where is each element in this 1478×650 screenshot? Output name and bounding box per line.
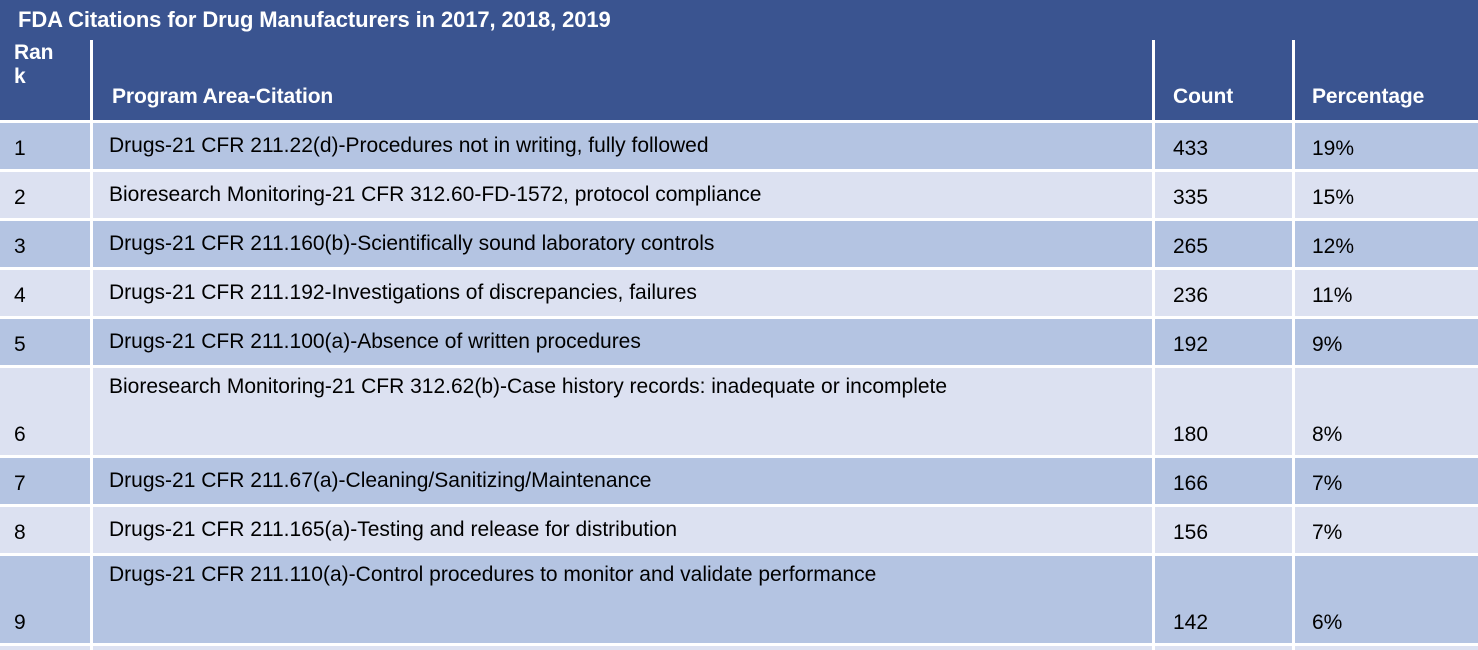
cell-rank: 10 xyxy=(0,646,90,650)
table-row[interactable]: 7 Drugs-21 CFR 211.67(a)-Cleaning/Sanitiz… xyxy=(0,458,1478,504)
cell-citation: Drugs-21 CFR 211.22(d)-Procedures not in… xyxy=(93,123,1152,169)
cell-rank: 7 xyxy=(0,458,90,504)
cell-rank: 6 xyxy=(0,368,90,455)
cell-citation-text: Drugs-21 CFR 211.165(a)-Testing and rele… xyxy=(109,517,678,541)
table-row[interactable]: 2 Bioresearch Monitoring-21 CFR 312.60-FD… xyxy=(0,172,1478,218)
column-header-count-label: Count xyxy=(1173,85,1234,108)
cell-count: 142 xyxy=(1155,556,1292,643)
table-row[interactable]: 10Drugs-21 CFR 211.67(b)-Written procedu… xyxy=(0,646,1478,650)
cell-percentage: 6% xyxy=(1295,556,1478,643)
cell-rank: 1 xyxy=(0,123,90,169)
table-row[interactable]: 6 Bioresearch Monitoring-21 CFR 312.62(b)… xyxy=(0,368,1478,455)
cell-citation: Bioresearch Monitoring-21 CFR 312.60-FD-… xyxy=(93,172,1152,218)
cell-percentage: 9% xyxy=(1295,319,1478,365)
cell-percentage: 19% xyxy=(1295,123,1478,169)
cell-count: 265 xyxy=(1155,221,1292,267)
cell-percentage: 7% xyxy=(1295,458,1478,504)
cell-citation: Drugs-21 CFR 211.192-Investigations of d… xyxy=(93,270,1152,316)
table-header: FDA Citations for Drug Manufacturers in … xyxy=(0,0,1478,120)
cell-citation: Drugs-21 CFR 211.160(b)-Scientifically s… xyxy=(93,221,1152,267)
cell-count: 141 xyxy=(1155,646,1292,650)
page-title: FDA Citations for Drug Manufacturers in … xyxy=(18,7,611,32)
column-header-percentage-label: Percentage xyxy=(1312,85,1425,108)
table-row[interactable]: 5 Drugs-21 CFR 211.100(a)-Absence of writ… xyxy=(0,319,1478,365)
cell-rank: 3 xyxy=(0,221,90,267)
column-header-rank[interactable]: Rank xyxy=(0,40,90,120)
cell-count: 433 xyxy=(1155,123,1292,169)
cell-citation-text: Drugs-21 CFR 211.100(a)-Absence of writt… xyxy=(109,329,641,353)
cell-citation-text: Bioresearch Monitoring-21 CFR 312.60-FD-… xyxy=(109,182,762,206)
cell-rank: 9 xyxy=(0,556,90,643)
cell-percentage: 7% xyxy=(1295,507,1478,553)
cell-percentage: 15% xyxy=(1295,172,1478,218)
table-row[interactable]: 4 Drugs-21 CFR 211.192-Investigations of … xyxy=(0,270,1478,316)
table-row[interactable]: 3 Drugs-21 CFR 211.160(b)-Scientifically … xyxy=(0,221,1478,267)
table-row[interactable]: 9 Drugs-21 CFR 211.110(a)-Control procedu… xyxy=(0,556,1478,643)
column-header-row: Rank Program Area-Citation Count Percent… xyxy=(0,40,1478,120)
cell-percentage: 11% xyxy=(1295,270,1478,316)
cell-citation-text: Drugs-21 CFR 211.192-Investigations of d… xyxy=(109,280,697,304)
cell-citation: Drugs-21 CFR 211.100(a)-Absence of writt… xyxy=(93,319,1152,365)
table-row[interactable]: 1 Drugs-21 CFR 211.22(d)-Procedures not i… xyxy=(0,123,1478,169)
cell-rank: 8 xyxy=(0,507,90,553)
cell-citation-text: Bioresearch Monitoring-21 CFR 312.62(b)-… xyxy=(109,375,948,398)
cell-citation: Drugs-21 CFR 211.110(a)-Control procedur… xyxy=(93,556,1152,643)
cell-rank: 4 xyxy=(0,270,90,316)
cell-rank: 5 xyxy=(0,319,90,365)
column-header-citation[interactable]: Program Area-Citation xyxy=(90,40,1152,120)
table-row[interactable]: 8 Drugs-21 CFR 211.165(a)-Testing and rel… xyxy=(0,507,1478,553)
cell-rank: 2 xyxy=(0,172,90,218)
cell-citation-text: Drugs-21 CFR 211.160(b)-Scientifically s… xyxy=(109,231,715,255)
cell-citation: Drugs-21 CFR 211.165(a)-Testing and rele… xyxy=(93,507,1152,553)
cell-percentage: 8% xyxy=(1295,368,1478,455)
column-header-rank-label: Rank xyxy=(14,41,54,89)
cell-percentage: 12% xyxy=(1295,221,1478,267)
cell-count: 166 xyxy=(1155,458,1292,504)
cell-count: 180 xyxy=(1155,368,1292,455)
cell-percentage: 6% xyxy=(1295,646,1478,650)
cell-count: 335 xyxy=(1155,172,1292,218)
cell-count: 236 xyxy=(1155,270,1292,316)
table-body: 1 Drugs-21 CFR 211.22(d)-Procedures not i… xyxy=(0,123,1478,650)
cell-citation-text: Drugs-21 CFR 211.67(a)-Cleaning/Sanitizi… xyxy=(109,468,652,492)
cell-citation: Drugs-21 CFR 211.67(b)-Written procedure… xyxy=(93,646,1152,650)
title-row: FDA Citations for Drug Manufacturers in … xyxy=(0,0,1478,40)
cell-citation-text: Drugs-21 CFR 211.110(a)-Control procedur… xyxy=(109,563,877,586)
cell-count: 192 xyxy=(1155,319,1292,365)
column-header-percentage[interactable]: Percentage xyxy=(1292,40,1475,120)
column-header-count[interactable]: Count xyxy=(1152,40,1292,120)
cell-citation: Bioresearch Monitoring-21 CFR 312.62(b)-… xyxy=(93,368,1152,455)
cell-citation: Drugs-21 CFR 211.67(a)-Cleaning/Sanitizi… xyxy=(93,458,1152,504)
cell-count: 156 xyxy=(1155,507,1292,553)
cell-citation-text: Drugs-21 CFR 211.22(d)-Procedures not in… xyxy=(109,133,709,157)
column-header-citation-label: Program Area-Citation xyxy=(112,85,334,108)
